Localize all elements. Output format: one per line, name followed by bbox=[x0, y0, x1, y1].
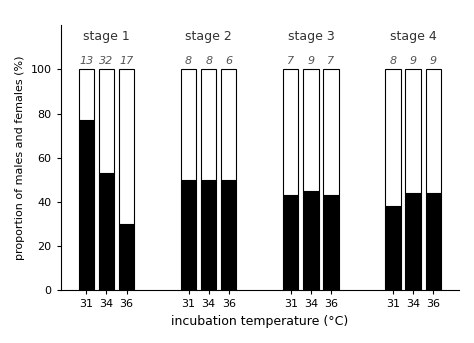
Bar bbox=[119, 70, 134, 224]
Text: 9: 9 bbox=[410, 56, 417, 66]
Y-axis label: proportion of males and females (%): proportion of males and females (%) bbox=[15, 56, 25, 260]
Text: 7: 7 bbox=[287, 56, 294, 66]
Bar bbox=[283, 70, 299, 196]
Bar bbox=[426, 193, 441, 291]
Bar bbox=[303, 70, 319, 191]
Bar bbox=[405, 193, 421, 291]
Text: 13: 13 bbox=[79, 56, 93, 66]
Text: 32: 32 bbox=[100, 56, 114, 66]
Text: stage 2: stage 2 bbox=[185, 30, 232, 43]
Bar bbox=[323, 196, 339, 291]
Text: 8: 8 bbox=[205, 56, 212, 66]
Bar bbox=[181, 70, 196, 180]
Text: stage 1: stage 1 bbox=[83, 30, 130, 43]
Text: 17: 17 bbox=[119, 56, 134, 66]
Bar bbox=[221, 70, 237, 180]
Bar bbox=[221, 180, 237, 291]
Text: 8: 8 bbox=[390, 56, 397, 66]
Bar bbox=[181, 180, 196, 291]
Bar bbox=[79, 120, 94, 291]
Bar bbox=[99, 70, 114, 173]
Text: 8: 8 bbox=[185, 56, 192, 66]
Bar bbox=[323, 70, 339, 196]
Bar bbox=[405, 70, 421, 193]
Text: 9: 9 bbox=[307, 56, 314, 66]
Text: 6: 6 bbox=[225, 56, 232, 66]
Bar bbox=[99, 173, 114, 291]
X-axis label: incubation temperature (°C): incubation temperature (°C) bbox=[171, 315, 348, 328]
Bar bbox=[426, 70, 441, 193]
Bar bbox=[283, 196, 299, 291]
Bar bbox=[303, 191, 319, 291]
Bar bbox=[385, 70, 401, 206]
Bar bbox=[79, 70, 94, 120]
Text: 9: 9 bbox=[429, 56, 437, 66]
Text: stage 3: stage 3 bbox=[288, 30, 334, 43]
Text: 7: 7 bbox=[328, 56, 335, 66]
Bar bbox=[201, 70, 216, 180]
Bar bbox=[201, 180, 216, 291]
Bar bbox=[119, 224, 134, 291]
Bar bbox=[385, 206, 401, 291]
Text: stage 4: stage 4 bbox=[390, 30, 437, 43]
